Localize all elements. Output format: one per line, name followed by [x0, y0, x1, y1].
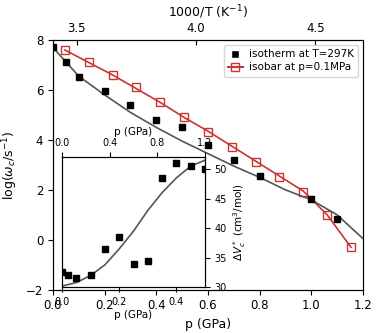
X-axis label: 1000/T (K$^{-1}$): 1000/T (K$^{-1}$) — [168, 3, 248, 21]
X-axis label: p (GPa): p (GPa) — [185, 318, 231, 331]
Legend: isotherm at T=297K, isobar at p=0.1MPa: isotherm at T=297K, isobar at p=0.1MPa — [223, 45, 358, 77]
Y-axis label: log($\omega_c$/s$^{-1}$): log($\omega_c$/s$^{-1}$) — [1, 130, 20, 199]
X-axis label: p (GPa): p (GPa) — [115, 127, 153, 137]
